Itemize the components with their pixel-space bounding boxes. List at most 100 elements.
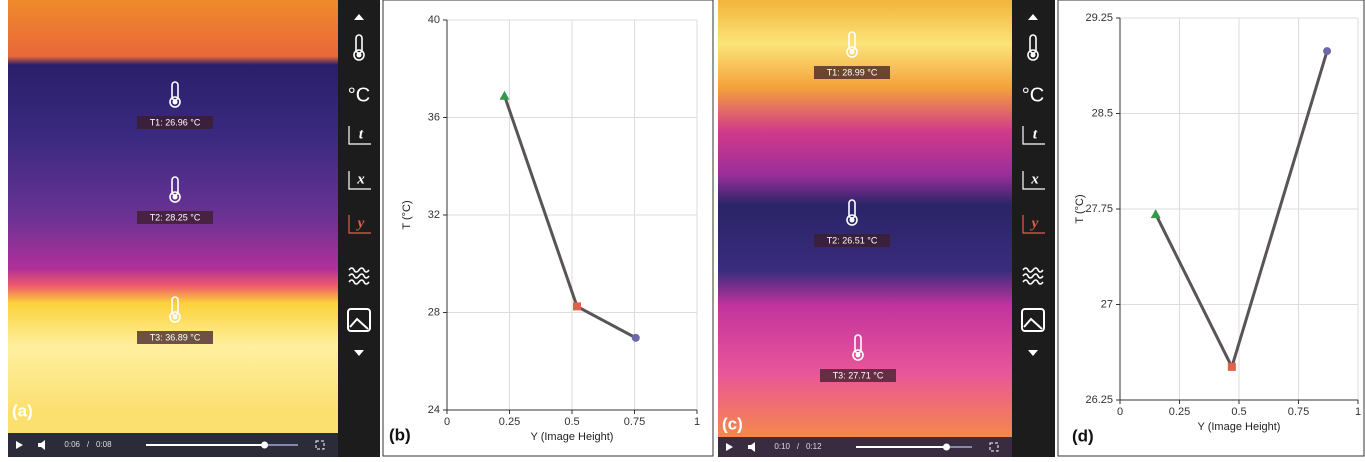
panel-label: (b) — [389, 425, 411, 444]
thermometer-icon — [353, 49, 365, 61]
x-tick-label: 0.5 — [1231, 406, 1246, 418]
x-tick-label: 1 — [694, 416, 700, 428]
toolbar-unit[interactable]: °C — [1022, 84, 1044, 106]
toolbar-down[interactable] — [1028, 350, 1038, 356]
sensor-label: T3: 27.71 °C — [833, 370, 884, 380]
toolbar-axis[interactable]: x — [356, 171, 365, 187]
toolbar-image[interactable] — [347, 308, 371, 332]
toolbar-unit[interactable]: °C — [348, 84, 370, 106]
fullscreen-button[interactable] — [989, 442, 999, 452]
toolbar-axis[interactable]: y — [1030, 215, 1039, 231]
toolbar-image[interactable] — [1021, 308, 1045, 332]
toolbar-up[interactable] — [1028, 14, 1038, 20]
thermometer-icon — [169, 311, 181, 323]
y-tick-label: 32 — [428, 209, 440, 221]
marker — [499, 90, 510, 100]
x-tick-label: 0.25 — [499, 416, 520, 428]
thermometer-icon — [169, 96, 181, 108]
x-tick-label: 0 — [1117, 406, 1123, 418]
toolbar-image — [349, 317, 369, 330]
x-tick-label: 0.75 — [1288, 406, 1309, 418]
thermometer-icon — [846, 46, 858, 58]
marker — [573, 302, 581, 311]
x-axis-label: Y (Image Height) — [531, 431, 614, 443]
sensor-label: T1: 26.96 °C — [150, 117, 201, 127]
sensor-label: T3: 36.89 °C — [150, 332, 201, 342]
thermometer-icon — [849, 49, 855, 55]
sensor-label-bg — [137, 331, 213, 344]
sensor-label: T2: 28.25 °C — [150, 212, 201, 222]
duration: 0:08 — [96, 440, 112, 449]
thermometer-icon — [356, 52, 362, 58]
thermometer-icon — [852, 349, 864, 361]
toolbar-axis[interactable]: y — [356, 215, 365, 231]
fullscreen-button[interactable] — [315, 440, 325, 450]
sensor-label: T1: 28.99 °C — [827, 67, 878, 77]
thermometer-icon — [846, 214, 858, 226]
thermometer-icon — [1027, 49, 1039, 61]
x-tick-label: 0.25 — [1169, 406, 1190, 418]
toolbar-image — [1023, 317, 1043, 330]
time-separator: / — [797, 442, 800, 451]
current-time: 0:06 — [64, 440, 80, 449]
toolbar-axis[interactable]: t — [359, 126, 364, 142]
toolbar-axis-icon — [1022, 171, 1045, 190]
volume-button[interactable] — [38, 440, 45, 450]
toolbar-axis-icon — [348, 215, 371, 234]
marker — [631, 333, 640, 342]
toolbar-waves[interactable] — [1022, 279, 1044, 285]
thermometer-icon — [172, 99, 178, 105]
y-tick-label: 29.25 — [1085, 12, 1113, 24]
panel-label: (a) — [12, 401, 33, 420]
marker — [1150, 209, 1161, 219]
y-tick-label: 28.5 — [1092, 107, 1113, 119]
toolbar-axis[interactable]: x — [1030, 171, 1039, 187]
toolbar-waves[interactable] — [348, 267, 370, 273]
y-tick-label: 40 — [428, 14, 440, 26]
toolbar-waves[interactable] — [1022, 267, 1044, 273]
sensor-label: T2: 26.51 °C — [827, 235, 878, 245]
x-tick-label: 0.5 — [564, 416, 579, 428]
toolbar-waves[interactable] — [348, 273, 370, 279]
panel-label: (d) — [1072, 426, 1094, 445]
sensor-label-bg — [814, 234, 890, 247]
thermometer-icon — [1030, 52, 1036, 58]
toolbar-waves[interactable] — [1022, 273, 1044, 279]
y-tick-label: 27.75 — [1085, 203, 1113, 215]
sensor-label-bg — [137, 211, 213, 224]
seek-handle[interactable] — [261, 441, 269, 449]
x-axis-label: Y (Image Height) — [1198, 421, 1281, 433]
current-time: 0:10 — [774, 442, 790, 451]
y-tick-label: 28 — [428, 306, 440, 318]
y-axis-label: T (°C) — [401, 200, 413, 229]
play-button[interactable] — [16, 441, 23, 449]
toolbar-axis-icon — [1022, 126, 1045, 145]
toolbar-axis[interactable]: t — [1033, 126, 1038, 142]
volume-button[interactable] — [748, 442, 755, 452]
y-axis-label: T (°C) — [1074, 194, 1086, 223]
toolbar-axis-icon — [348, 171, 371, 190]
y-tick-label: 36 — [428, 111, 440, 123]
time-separator: / — [87, 440, 90, 449]
play-button[interactable] — [726, 443, 733, 451]
toolbar-down[interactable] — [354, 350, 364, 356]
toolbar — [338, 0, 380, 457]
toolbar-waves[interactable] — [348, 279, 370, 285]
x-tick-label: 0 — [444, 416, 450, 428]
toolbar-up[interactable] — [354, 14, 364, 20]
x-tick-label: 0.75 — [624, 416, 645, 428]
marker — [1323, 47, 1332, 56]
y-tick-label: 27 — [1101, 298, 1113, 310]
y-tick-label: 26.25 — [1085, 394, 1113, 406]
seek-handle[interactable] — [942, 443, 950, 451]
thermal-panel-a — [8, 0, 380, 457]
toolbar — [1012, 0, 1055, 457]
panel-label: (c) — [722, 414, 743, 433]
marker — [1227, 362, 1236, 371]
thermometer-icon — [172, 194, 178, 200]
sensor-label-bg — [820, 369, 896, 382]
sensor-label-bg — [814, 66, 890, 79]
thermometer-icon — [169, 191, 181, 203]
